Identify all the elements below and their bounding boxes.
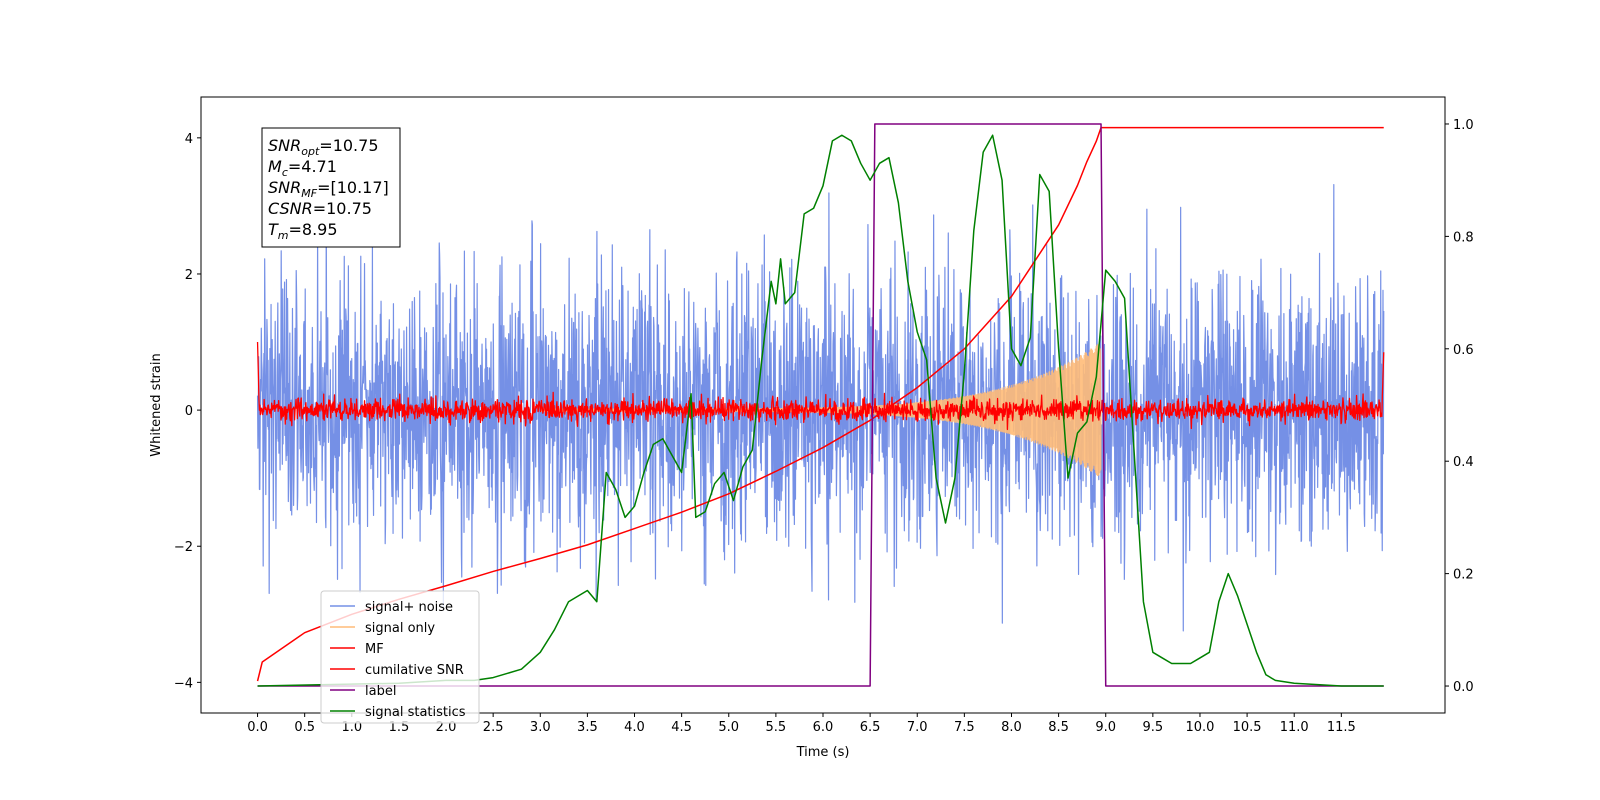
legend: signal+ noise signal only MF cumilative SNR… — [320, 590, 480, 724]
x-tick-label: 0.5 — [294, 720, 315, 735]
y-tick-label: 0 — [185, 404, 193, 419]
series-signal-noise-line — [256, 184, 1385, 632]
x-tick-label: 3.5 — [577, 720, 598, 735]
legend-entry: signal only — [365, 621, 435, 636]
y2-tick-label: 0.8 — [1453, 230, 1474, 245]
y2-tick-label: 0.2 — [1453, 568, 1474, 583]
y-tick-label: 2 — [185, 268, 193, 283]
x-tick-label: 11.0 — [1280, 720, 1309, 735]
x-tick-label: 6.5 — [860, 720, 881, 735]
x-tick-label: 1.0 — [341, 720, 362, 735]
x-tick-label: 11.5 — [1327, 720, 1356, 735]
x-tick-label: 8.5 — [1048, 720, 1069, 735]
annotation-line: SNRopt=10.75 — [268, 136, 379, 158]
x-tick-label: 10.5 — [1233, 720, 1262, 735]
annotation-frame — [261, 127, 401, 248]
annotation-line: SNRMF=[10.17] — [268, 178, 389, 200]
annotation-line: Tm=8.95 — [268, 220, 338, 242]
y2-tick-label: 0.0 — [1453, 680, 1474, 695]
x-tick-label: 5.0 — [718, 720, 739, 735]
y2-axis-ticks: 1.0 0.8 0.6 0.4 0.2 0.0 — [1445, 118, 1474, 695]
x-axis-ticks: 0.0 0.5 1.0 1.5 2.0 2.5 3.0 3.5 4.0 4.5 5.0 5.5 6.0 6… — [247, 713, 1356, 735]
legend-entry: cumilative SNR — [365, 663, 464, 678]
legend-entry: MF — [365, 642, 384, 657]
x-tick-label: 5.5 — [766, 720, 787, 735]
x-tick-label: 2.5 — [483, 720, 504, 735]
x-tick-label: 2.0 — [436, 720, 457, 735]
y2-tick-label: 1.0 — [1453, 118, 1474, 133]
x-tick-label: 7.5 — [954, 720, 975, 735]
y-tick-label: −4 — [174, 676, 193, 691]
y-tick-label: 4 — [185, 132, 193, 147]
legend-entry: label — [365, 684, 396, 699]
x-tick-label: 3.0 — [530, 720, 551, 735]
series-label-line — [257, 123, 1384, 687]
annotation-box: SNRopt=10.75Mc=4.71SNRMF=[10.17]CSNR=10.… — [261, 127, 401, 248]
legend-entry: signal+ noise — [365, 600, 453, 615]
x-tick-label: 6.0 — [813, 720, 834, 735]
x-tick-label: 1.5 — [389, 720, 410, 735]
x-tick-label: 10.0 — [1185, 720, 1214, 735]
x-tick-label: 8.0 — [1001, 720, 1022, 735]
x-axis-label: Time (s) — [796, 745, 850, 760]
x-tick-label: 4.5 — [671, 720, 692, 735]
annotation-line: CSNR=10.75 — [268, 199, 372, 218]
y2-tick-label: 0.6 — [1453, 343, 1474, 358]
x-tick-label: 9.5 — [1143, 720, 1164, 735]
y2-tick-label: 0.4 — [1453, 455, 1474, 470]
series-mf-line — [256, 342, 1385, 431]
series-signal-statistics-line — [257, 134, 1384, 687]
legend-frame — [320, 590, 480, 724]
y-axis-ticks: 4 2 0 −2 −4 — [174, 132, 201, 691]
annotation-line: Mc=4.71 — [268, 157, 337, 179]
x-tick-label: 7.0 — [907, 720, 928, 735]
x-tick-label: 4.0 — [624, 720, 645, 735]
x-tick-label: 9.0 — [1095, 720, 1116, 735]
legend-entry: signal statistics — [365, 705, 466, 720]
y-tick-label: −2 — [174, 540, 193, 555]
x-tick-label: 0.0 — [247, 720, 268, 735]
y-axis-label: Whitened strain — [149, 353, 164, 456]
